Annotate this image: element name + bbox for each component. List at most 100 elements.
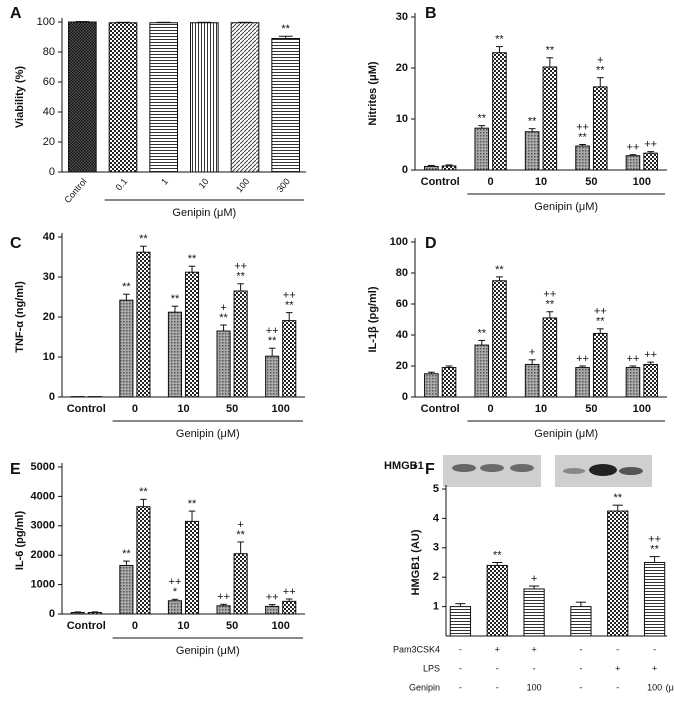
x-tick-label: 0 <box>488 176 494 188</box>
bar <box>265 605 280 615</box>
bar <box>474 344 490 398</box>
y-tick-label: 1000 <box>31 579 55 591</box>
significance-label: ** <box>285 300 294 312</box>
significance-label: + <box>597 55 603 67</box>
row-mark: + <box>652 663 657 673</box>
bar <box>643 562 666 637</box>
bar <box>424 165 439 171</box>
bar <box>230 22 260 173</box>
y-tick-label: 0 <box>402 391 408 403</box>
bar <box>441 367 457 398</box>
x-tick-label: Control <box>62 176 88 205</box>
bar <box>607 510 629 637</box>
bar <box>233 290 248 398</box>
x-tick-label: 10 <box>177 620 189 632</box>
x-axis-label: Genipin (μM) <box>176 645 240 657</box>
significance-label: ** <box>546 299 555 311</box>
bar <box>449 606 472 637</box>
row-mark: - <box>579 663 582 673</box>
significance-label: ** <box>495 33 504 45</box>
x-tick-label: 100 <box>234 176 251 194</box>
row-mark: - <box>653 644 656 654</box>
y-tick-label: 0 <box>49 608 55 620</box>
y-tick-label: 100 <box>37 16 55 28</box>
x-tick-label: 50 <box>226 403 238 415</box>
bar <box>216 605 231 615</box>
panel-label: B <box>425 5 437 22</box>
y-tick-label: 80 <box>43 46 55 58</box>
bar <box>570 606 592 637</box>
significance-label: + <box>529 347 535 359</box>
significance-label: ++ <box>283 290 296 302</box>
bar <box>575 145 590 171</box>
y-tick-label: 40 <box>43 231 55 243</box>
bar <box>542 66 558 171</box>
y-tick-label: 30 <box>396 11 408 23</box>
y-tick-label: 5 <box>433 483 439 495</box>
y-axis-label: TNF-α (ng/ml) <box>14 281 26 353</box>
y-tick-label: 60 <box>396 298 408 310</box>
bar <box>68 21 97 173</box>
significance-label: ** <box>139 486 148 498</box>
bar <box>136 506 151 615</box>
panel-label: C <box>10 235 22 252</box>
significance-label: ++ <box>543 289 556 301</box>
bar <box>643 363 658 398</box>
bar <box>282 600 297 615</box>
bar <box>167 311 183 398</box>
significance-label: ++ <box>594 306 607 318</box>
y-tick-label: 60 <box>43 76 55 88</box>
x-axis-label: Genipin (μM) <box>534 428 598 440</box>
significance-label: ** <box>139 233 148 245</box>
y-tick-label: 20 <box>43 136 55 148</box>
significance-label: ** <box>596 316 605 328</box>
row-mark: - <box>496 682 499 692</box>
y-tick-label: 40 <box>396 329 408 341</box>
x-tick-label: 0 <box>488 403 494 415</box>
row-label: LPS <box>423 663 440 673</box>
y-tick-label: 2000 <box>31 549 55 561</box>
row-mark: - <box>459 663 462 673</box>
significance-label: ** <box>495 264 504 276</box>
bar <box>592 332 608 398</box>
row-mark: + <box>615 663 620 673</box>
y-tick-label: 100 <box>390 236 408 248</box>
x-axis-label: Genipin (μM) <box>534 201 598 213</box>
row-mark: - <box>579 644 582 654</box>
significance-label: ** <box>122 548 131 560</box>
y-tick-label: 10 <box>396 113 408 125</box>
x-tick-label: 100 <box>272 403 290 415</box>
significance-label: ** <box>236 529 245 541</box>
y-tick-label: 40 <box>43 106 55 118</box>
bar <box>592 86 608 171</box>
y-tick-label: 4000 <box>31 490 55 502</box>
bar <box>233 553 248 615</box>
panel-label: E <box>10 461 21 478</box>
y-tick-label: 3000 <box>31 520 55 532</box>
bar <box>184 520 200 615</box>
x-tick-label: 10 <box>197 176 211 190</box>
significance-label: ** <box>268 335 277 347</box>
significance-label: ++ <box>169 576 182 588</box>
y-tick-label: 80 <box>396 267 408 279</box>
x-tick-label: Control <box>67 403 106 415</box>
row-mark: 100 <box>527 682 542 692</box>
x-tick-label: 100 <box>633 176 651 188</box>
significance-label: ++ <box>234 261 247 273</box>
significance-label: ** <box>122 281 131 293</box>
x-tick-label: 0 <box>132 620 138 632</box>
y-tick-label: 0 <box>49 166 55 178</box>
row-label: Pam3CSK4 <box>393 644 440 654</box>
significance-label: ** <box>546 45 555 57</box>
bar <box>492 280 507 398</box>
bar <box>523 588 545 637</box>
bar <box>149 22 178 173</box>
bar <box>625 367 641 398</box>
significance-label: ** <box>236 271 245 283</box>
significance-label: ** <box>281 23 290 35</box>
bar <box>542 317 558 398</box>
x-tick-label: 0.1 <box>114 176 130 192</box>
y-axis-label: HMGB1 (AU) <box>410 529 422 595</box>
x-tick-label: 10 <box>535 176 547 188</box>
